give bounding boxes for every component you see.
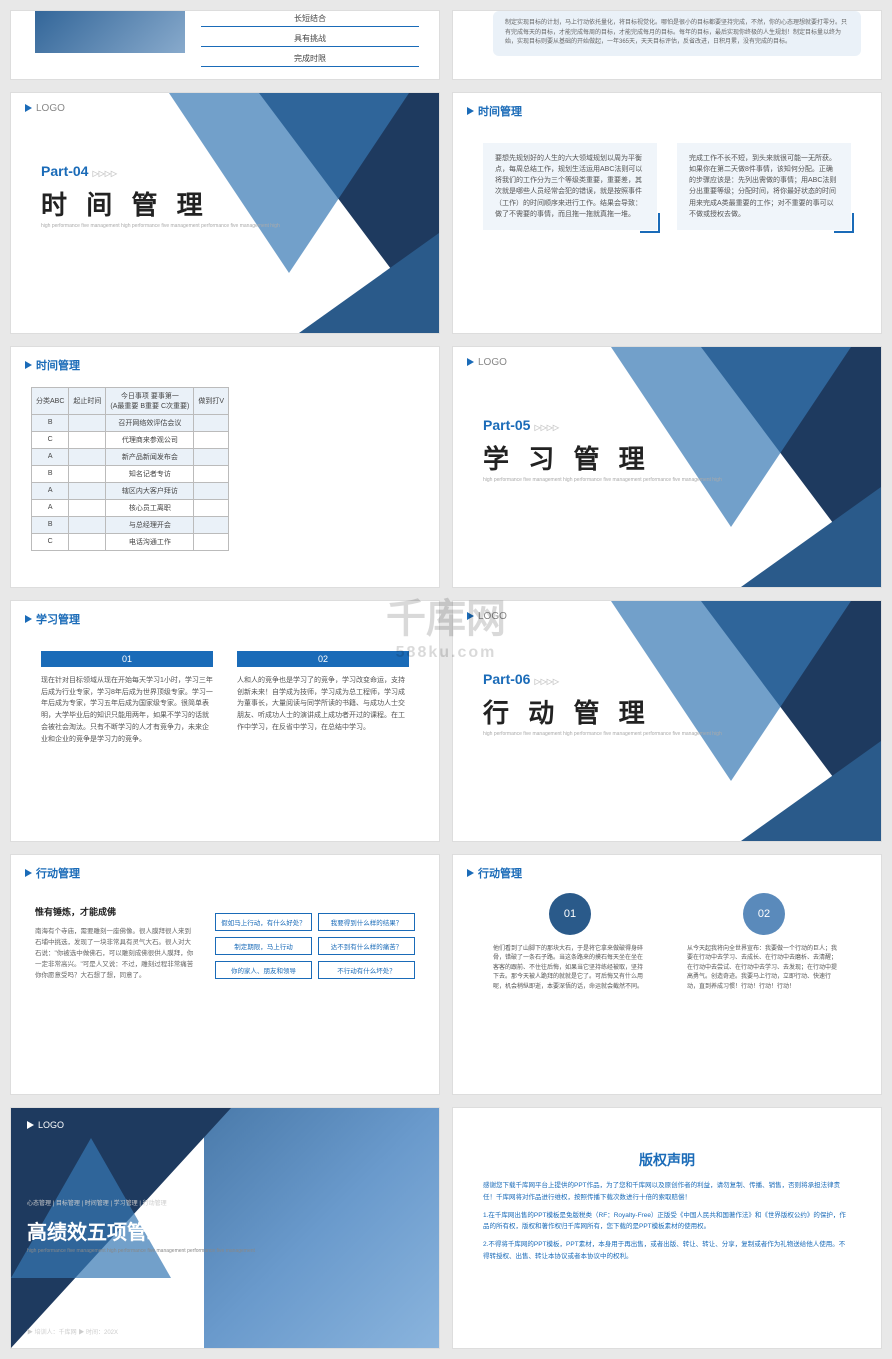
section-header: 学习管理	[25, 611, 80, 627]
copyright-text: 感谢您下载千库网平台上提供的PPT作品，为了您和千库网以及原创作者的利益，请勿复…	[483, 1180, 851, 1268]
final-image	[204, 1108, 439, 1348]
action-question: 达不到有什么样的痛苦？	[318, 937, 415, 955]
slide-goal-items: 长短结合 具有挑战 完成时限	[10, 10, 440, 80]
circle-badge: 01	[549, 893, 591, 935]
learn-num: 01	[41, 651, 213, 667]
slide-part06: LOGO Part-06▷▷▷▷ 行 动 管 理 high performanc…	[452, 600, 882, 842]
meeting-image	[35, 11, 185, 53]
slide-goal-text: 制定实现目标的计划，马上行动依托量化，将目标视觉化。哪怕是很小的目标都要坚持完成…	[452, 10, 882, 80]
table-row: B知名记者专访	[32, 465, 229, 482]
col-header: 起止时间	[69, 387, 106, 414]
logo-icon	[467, 358, 474, 366]
arrow-icon	[25, 869, 32, 877]
section-header: 时间管理	[25, 357, 80, 373]
action-title: 惟有锤炼，才能成佛	[35, 905, 195, 918]
time-box-1: 要想先规划好的人生的六大领域规划以周为平衡点，每周总结工作，规划生活运用ABC法…	[483, 143, 657, 230]
slide-copyright: 版权声明 感谢您下载千库网平台上提供的PPT作品，为了您和千库网以及原创作者的利…	[452, 1107, 882, 1349]
circle-text: 从今天起我将向全世界宣布：我要做一个行动的巨人；我要在行动中去学习、去成长、在行…	[687, 945, 841, 993]
time-box-2: 完成工作不长不短，到头来就很可能一无所获。如果你在第二天做8件事情，该知何分配。…	[677, 143, 851, 230]
part-subtitle: high performance five management high pe…	[483, 477, 722, 484]
slide-part05: LOGO Part-05▷▷▷▷ 学 习 管 理 high performanc…	[452, 346, 882, 588]
arrow-icon	[467, 869, 474, 877]
table-row: C代理商来参观公司	[32, 431, 229, 448]
action-question: 你的家人、朋友和领导	[215, 961, 312, 979]
final-footer: ▶ 培训人：千库网 ▶ 时间：202X	[27, 1327, 118, 1336]
goal-item-list: 长短结合 具有挑战 完成时限	[201, 11, 419, 71]
abc-table: 分类ABC 起止时间 今日事项 要事第一 (A最重要 B重要 C次重要) 做到打…	[31, 387, 229, 551]
breadcrumb: 心态管理 | 目标管理 | 时间管理 | 学习管理 | 行动管理	[27, 1198, 167, 1207]
final-subtitle: high performance five management high pe…	[27, 1248, 255, 1254]
learn-text: 人和人的竞争也是学习了的竞争，学习改变命运，支持创新未来！自学成为技师，学习成为…	[237, 675, 409, 734]
goal-item: 长短结合	[201, 11, 419, 27]
table-row: A新产品新闻发布会	[32, 448, 229, 465]
table-row: C电话沟通工作	[32, 533, 229, 550]
slide-final-title: LOGO 心态管理 | 目标管理 | 时间管理 | 学习管理 | 行动管理 高绩…	[10, 1107, 440, 1349]
logo: LOGO	[25, 103, 65, 114]
arrow-icon	[25, 615, 32, 623]
table-row: A核心员工离职	[32, 499, 229, 516]
table-row: B召开网络效评估会议	[32, 414, 229, 431]
learn-col-1: 01 现在针对目标领域从现在开始每天学习1小时，学习三年后成为行业专家，学习8年…	[41, 651, 213, 746]
col-header: 做到打V	[194, 387, 229, 414]
part-title: 学 习 管 理	[483, 439, 651, 476]
part-subtitle: high performance five management high pe…	[483, 731, 722, 738]
part-label: Part-06▷▷▷▷	[483, 671, 559, 687]
final-title: 高绩效五项管理	[27, 1216, 167, 1245]
circle-text: 他们看到了山脚下的那块大石，于是将它拿来做破得身碎骨，错破了一条石子路。当这条路…	[493, 945, 647, 993]
table-row: A辖区内大客户拜访	[32, 482, 229, 499]
action-question: 制定期限，马上行动	[215, 937, 312, 955]
logo-icon	[25, 104, 32, 112]
part-label: Part-04▷▷▷▷	[41, 163, 117, 179]
logo-icon	[27, 1121, 34, 1129]
arrow-icon	[467, 107, 474, 115]
part-title: 行 动 管 理	[483, 693, 651, 730]
circle-badge: 02	[743, 893, 785, 935]
col-header: 今日事项 要事第一 (A最重要 B重要 C次重要)	[106, 387, 194, 414]
section-header: 时间管理	[467, 103, 522, 119]
action-question: 假如马上行动，有什么好处？	[215, 913, 312, 931]
slide-time-table: 时间管理 分类ABC 起止时间 今日事项 要事第一 (A最重要 B重要 C次重要…	[10, 346, 440, 588]
copyright-title: 版权声明	[453, 1150, 881, 1170]
section-header: 行动管理	[25, 865, 80, 881]
slide-action-mgmt: 行动管理 惟有锤炼，才能成佛 南海有个寺庙，需要雕刻一座佛像。很人膜拜很人来到石…	[10, 854, 440, 1096]
circle-col-1: 01 他们看到了山脚下的那块大石，于是将它拿来做破得身碎骨，错破了一条石子路。当…	[493, 893, 647, 993]
logo-icon	[467, 612, 474, 620]
action-question: 我要得到什么样的结果？	[318, 913, 415, 931]
part-subtitle: high performance five management high pe…	[41, 223, 280, 230]
table-row: B与总经理开会	[32, 516, 229, 533]
learn-text: 现在针对目标领域从现在开始每天学习1小时，学习三年后成为行业专家，学习8年后成为…	[41, 675, 213, 746]
arrow-icon	[25, 361, 32, 369]
goal-item: 具有挑战	[201, 31, 419, 47]
col-header: 分类ABC	[32, 387, 69, 414]
part-title: 时 间 管 理	[41, 185, 209, 222]
section-header: 行动管理	[467, 865, 522, 881]
slide-time-mgmt-boxes: 时间管理 要想先规划好的人生的六大领域规划以周为平衡点，每周总结工作，规划生活运…	[452, 92, 882, 334]
action-text: 南海有个寺庙，需要雕刻一座佛像。很人膜拜很人来到石埔中挑选，发现了一块非常具有灵…	[35, 926, 195, 981]
circle-col-2: 02 从今天起我将向全世界宣布：我要做一个行动的巨人；我要在行动中去学习、去成长…	[687, 893, 841, 993]
learn-col-2: 02 人和人的竞争也是学习了的竞争，学习改变命运，支持创新未来！自学成为技师，学…	[237, 651, 409, 746]
goal-item: 完成时限	[201, 51, 419, 67]
logo: LOGO	[27, 1120, 64, 1130]
slide-part04: LOGO Part-04▷▷▷▷ 时 间 管 理 high performanc…	[10, 92, 440, 334]
logo: LOGO	[467, 357, 507, 368]
learn-num: 02	[237, 651, 409, 667]
action-question: 不行动有什么坏处？	[318, 961, 415, 979]
logo: LOGO	[467, 611, 507, 622]
part-label: Part-05▷▷▷▷	[483, 417, 559, 433]
slide-action-circles: 行动管理 01 他们看到了山脚下的那块大石，于是将它拿来做破得身碎骨，错破了一条…	[452, 854, 882, 1096]
goal-text-box: 制定实现目标的计划，马上行动依托量化，将目标视觉化。哪怕是很小的目标都要坚持完成…	[493, 11, 861, 56]
slide-learn-mgmt: 学习管理 01 现在针对目标领域从现在开始每天学习1小时，学习三年后成为行业专家…	[10, 600, 440, 842]
